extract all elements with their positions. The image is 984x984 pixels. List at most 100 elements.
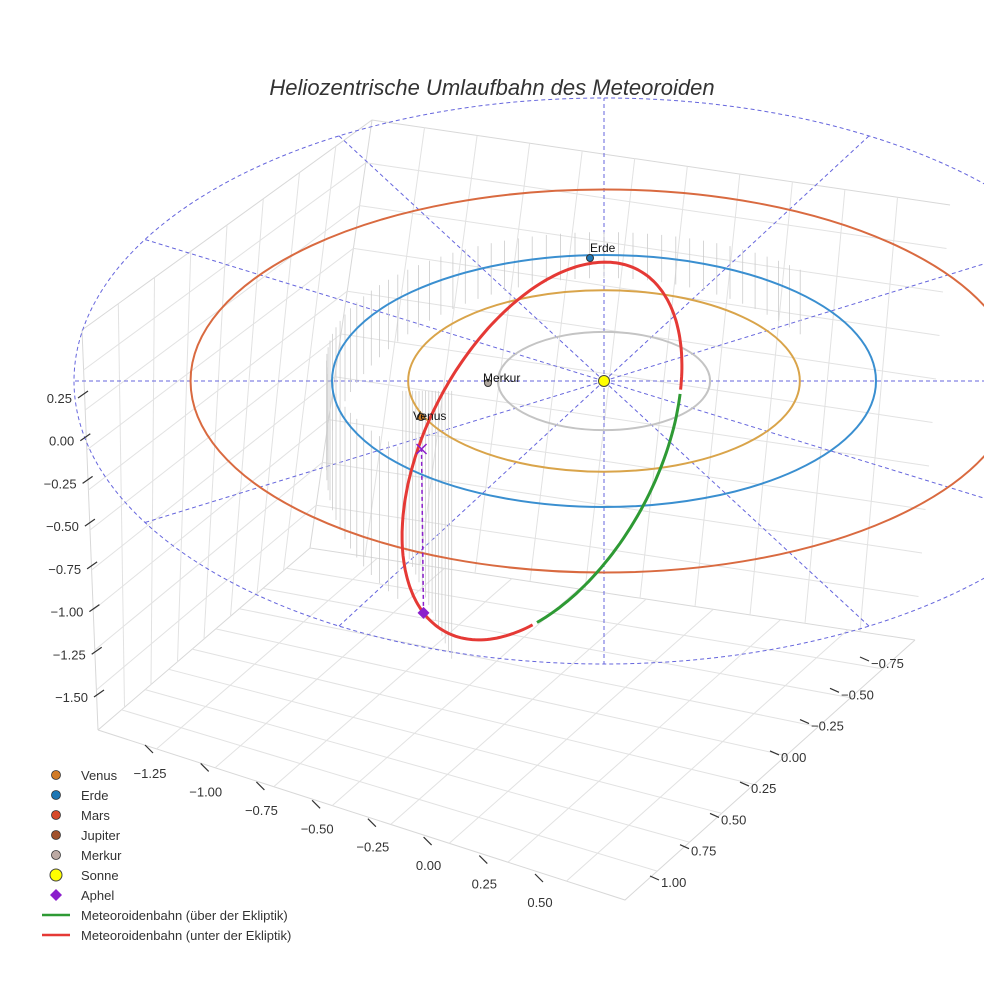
z-tick-mark bbox=[82, 475, 93, 484]
z-tick-label: −1.00 bbox=[51, 605, 84, 620]
aphel-drop-line bbox=[420, 448, 425, 613]
z-tick-label: −0.25 bbox=[44, 476, 77, 491]
z-tick-mark bbox=[93, 689, 105, 698]
legend-dot bbox=[51, 790, 61, 800]
grid-line bbox=[448, 608, 714, 844]
y-tick-mark bbox=[829, 687, 840, 693]
planet-orbits bbox=[189, 188, 984, 574]
x-tick-label: −0.25 bbox=[356, 840, 389, 855]
y-tick-mark bbox=[769, 750, 780, 756]
legend-item: Erde bbox=[51, 788, 108, 803]
grid-line bbox=[144, 689, 690, 843]
z-tick-mark bbox=[84, 518, 96, 527]
x-tick-mark bbox=[478, 855, 488, 865]
chart-title: Heliozentrische Umlaufbahn des Meteoroid… bbox=[269, 75, 714, 100]
z-tick-label: −0.75 bbox=[48, 562, 81, 577]
x-tick-label: −1.25 bbox=[134, 766, 167, 781]
markers: Erde Merkur Venus bbox=[413, 241, 616, 619]
legend-label: Sonne bbox=[81, 868, 119, 883]
legend-item: Jupiter bbox=[51, 828, 121, 843]
z-tick-label: −1.50 bbox=[55, 690, 88, 705]
grid-line bbox=[365, 162, 947, 249]
x-tick-label: 0.25 bbox=[472, 877, 497, 892]
planet-marker-venus bbox=[417, 413, 425, 421]
planet-marker-erde bbox=[586, 254, 594, 262]
y-tick-mark bbox=[679, 844, 690, 850]
planet-label-venus: Venus bbox=[413, 409, 446, 423]
legend-diamond bbox=[50, 889, 62, 901]
legend-label: Erde bbox=[81, 788, 108, 803]
axis-box bbox=[81, 119, 951, 901]
legend-label: Venus bbox=[81, 768, 118, 783]
legend-label: Mars bbox=[81, 808, 110, 823]
x-tick-mark bbox=[367, 818, 377, 828]
x-tick-label: −0.75 bbox=[245, 803, 278, 818]
ecliptic-spoke bbox=[338, 380, 605, 627]
y-tick-label: 0.25 bbox=[751, 781, 776, 796]
legend-item: Meteoroidenbahn (unter der Ekliptik) bbox=[42, 928, 291, 943]
y-tick-label: 0.75 bbox=[691, 844, 716, 859]
grid-line bbox=[192, 648, 755, 785]
x-tick-mark bbox=[144, 744, 154, 754]
planet-label-erde: Erde bbox=[590, 241, 616, 255]
planet-marker-merkur bbox=[484, 379, 492, 387]
legend-label: Merkur bbox=[81, 848, 122, 863]
grid-line bbox=[359, 205, 944, 293]
y-tick-label: −0.75 bbox=[871, 656, 904, 671]
grid-line bbox=[273, 578, 513, 788]
grid-line bbox=[96, 504, 317, 691]
legend-dot bbox=[49, 868, 63, 882]
x-tick-label: −0.50 bbox=[301, 821, 334, 836]
ecliptic-spoke bbox=[603, 135, 870, 382]
grid-line bbox=[88, 290, 348, 491]
meteoroid-above-ecliptic-line bbox=[536, 393, 682, 624]
x-tick-mark bbox=[255, 781, 265, 791]
legend-label: Meteoroidenbahn (unter der Ekliptik) bbox=[81, 928, 291, 943]
legend-dot bbox=[51, 830, 61, 840]
grid-line bbox=[286, 567, 883, 670]
ecliptic-spoke bbox=[144, 380, 605, 523]
grid-lines bbox=[83, 127, 947, 882]
legend-label: Aphel bbox=[81, 888, 114, 903]
grid-line bbox=[566, 629, 849, 882]
orbit-merkur bbox=[496, 330, 712, 432]
grid-line bbox=[331, 588, 580, 806]
z-tick-label: 0.00 bbox=[49, 434, 74, 449]
ecliptic-spoke bbox=[603, 380, 984, 499]
y-tick-mark bbox=[859, 656, 870, 662]
ecliptic-spoke bbox=[338, 135, 605, 382]
y-tick-label: 0.50 bbox=[721, 812, 746, 827]
y-tick-label: 1.00 bbox=[661, 875, 686, 890]
box-top-edge bbox=[81, 119, 951, 331]
projection-drop-lines bbox=[326, 232, 801, 659]
legend-dot bbox=[51, 810, 61, 820]
legend-item: Meteoroidenbahn (über der Ekliptik) bbox=[42, 908, 288, 923]
grid-line bbox=[92, 419, 329, 611]
grid-line bbox=[94, 462, 323, 651]
legend-label: Meteoroidenbahn (über der Ekliptik) bbox=[81, 908, 288, 923]
grid-line bbox=[214, 568, 445, 769]
grid-line bbox=[262, 587, 851, 699]
x-tick-label: 0.50 bbox=[527, 895, 552, 910]
orbit-mars bbox=[189, 188, 984, 574]
legend-item: Mars bbox=[51, 808, 110, 823]
tick-labels: 0.25 0.00 −0.25 −0.50 −0.75 −1.00 −1.25 −1.50 −1… bbox=[44, 390, 904, 910]
grid-line bbox=[86, 248, 354, 451]
z-tick-label: −0.50 bbox=[46, 519, 79, 534]
x-tick-mark bbox=[311, 799, 321, 809]
grid-line bbox=[121, 709, 658, 872]
box-bottom-edge bbox=[97, 639, 916, 901]
x-tick-label: 0.00 bbox=[416, 858, 441, 873]
z-tick-mark bbox=[86, 561, 98, 570]
orbit-erde bbox=[331, 254, 877, 508]
z-tick-label: 0.25 bbox=[47, 391, 72, 406]
y-tick-label: −0.50 bbox=[841, 687, 874, 702]
grid-line bbox=[316, 504, 919, 597]
grid-line bbox=[168, 668, 722, 814]
legend-dot bbox=[51, 770, 61, 780]
y-tick-mark bbox=[799, 719, 810, 725]
z-tick-label: −1.25 bbox=[53, 647, 86, 662]
legend-label: Jupiter bbox=[81, 828, 121, 843]
x-tick-mark bbox=[534, 873, 544, 883]
